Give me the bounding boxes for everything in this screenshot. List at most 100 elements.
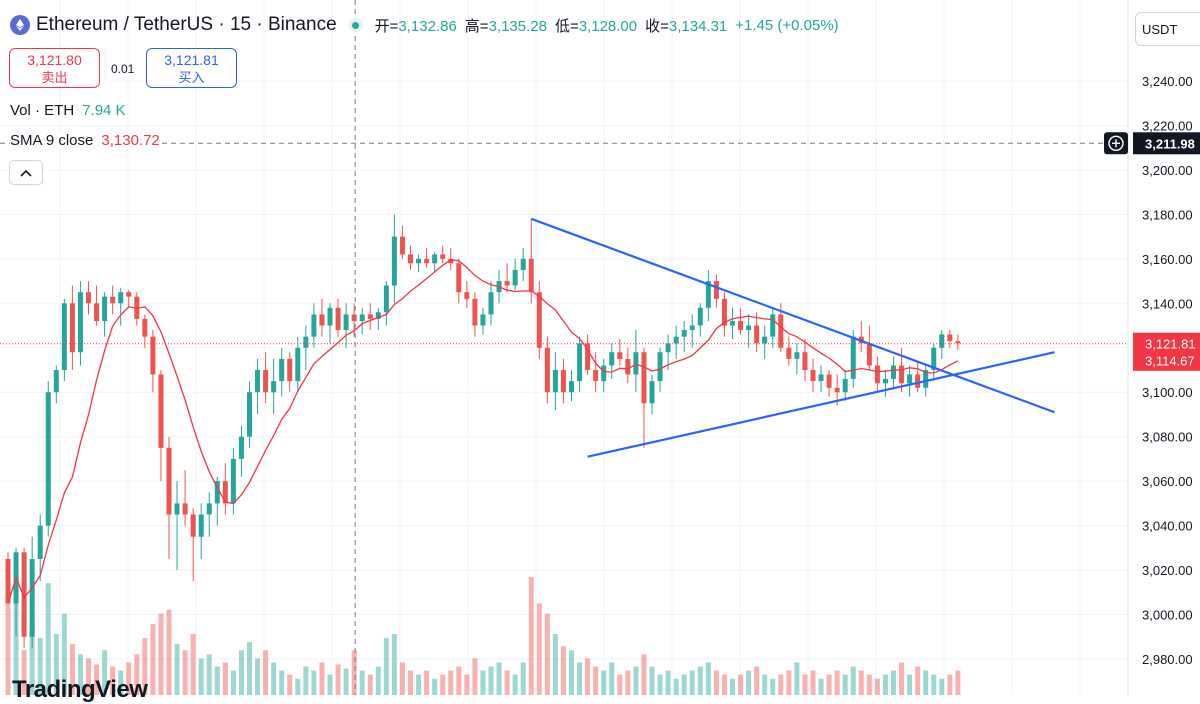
candle-body [408,254,413,264]
candle-body [230,458,236,504]
candle-body [351,314,357,322]
candle-body [29,558,35,637]
sma-price-label: 3,114.67 [1145,354,1195,369]
candle-body [601,365,607,382]
sell-button[interactable]: 3,121.80 卖出 [9,48,100,88]
volume-bar [915,666,921,695]
price-axis[interactable]: 3,240.00 3,220.00 3,200.00 3,180.00 3,160.00… [1104,0,1200,695]
volume-bar [520,662,526,695]
collapse-legend-button[interactable] [9,160,43,185]
candle-body [279,358,285,382]
volume-bar [955,670,961,695]
price-tick-label: 3,220.00 [1142,118,1193,133]
last-price-label: 3,121.81 [1145,337,1196,352]
currency-selector[interactable]: USDT [1135,12,1200,46]
trendlines[interactable] [530,217,1055,458]
price-tick-label: 3,020.00 [1142,563,1193,578]
sma-legend[interactable]: SMA 9 close 3,130.72 [10,132,160,149]
volume-bar [327,674,333,695]
sell-label: 卖出 [41,70,68,85]
candle-body [770,314,776,337]
candle-body [520,258,526,270]
sma-line [7,259,959,604]
symbol-title[interactable]: Ethereum / TetherUS · 15 · Binance [36,14,337,35]
candle-body [399,236,405,255]
volume-bar [923,670,929,695]
ethereum-icon [10,15,30,35]
volume-bar [899,662,905,695]
candle-body [697,307,703,326]
volume-legend[interactable]: Vol · ETH 7.94 K [10,102,126,119]
candle-body [214,481,220,504]
candle-body [705,281,711,308]
candle-body [794,352,800,359]
volume-bar [110,666,116,695]
volume-bar [45,583,51,695]
market-status-icon[interactable] [348,18,363,32]
chevron-up-icon [20,169,32,177]
candle-body [939,334,945,348]
volume-bar [826,674,832,695]
candle-body [150,336,156,375]
volume-bar [432,678,438,695]
candle-body [416,258,422,264]
candle-body [754,325,760,344]
volume-bar [786,670,792,695]
volume-bar [480,670,486,695]
candle-body [657,352,663,382]
candle-body [69,303,75,353]
volume-bar [569,650,574,695]
candle-body [247,392,252,437]
candle-body [778,314,784,348]
plus-circle-ring [1108,135,1124,151]
candle-body [577,343,583,382]
volume-bar [279,670,285,695]
volume-bar [762,674,768,695]
volume-bar [842,674,848,695]
candle-body [528,258,534,293]
volume-bar [601,670,607,695]
volume-bar [947,674,953,695]
ohlc-high: 高=3,135.28 [464,17,547,35]
candle-body [190,514,196,537]
price-tick-label: 3,240.00 [1142,74,1193,89]
volume-bar [810,670,816,695]
volume-bar [343,668,349,695]
candle-body [343,314,349,330]
candle-body [810,370,816,382]
volume-bar [681,674,687,695]
price-tick-label: 3,000.00 [1142,608,1193,623]
candle-body [102,296,108,322]
sma-price-label-bg [1133,350,1200,371]
volume-bar [142,638,148,695]
candle-body [86,292,91,304]
candle-body [560,370,566,393]
volume-bar [552,634,558,695]
volume-bar [665,670,671,695]
price-tick-label: 3,060.00 [1142,474,1193,489]
candle-body [512,269,518,286]
volume-bar [118,670,124,695]
volume-bar [383,638,389,695]
volume-bar [174,644,180,695]
volume-bar [335,664,341,695]
candle-body [649,381,655,404]
volume-bar [134,654,140,695]
candle-body [907,374,913,384]
sell-price: 3,121.80 [27,52,82,68]
buy-button[interactable]: 3,121.81 买入 [146,48,237,88]
volume-bar [697,666,703,695]
candle-body [633,352,639,375]
candle-body [375,312,381,319]
volume-bar [238,650,244,695]
volume-bar [271,662,277,695]
candle-body [673,336,679,344]
candle-body [77,292,83,353]
tradingview-logo: TradingView [12,676,148,703]
volume-bar [311,670,317,695]
volume-bar [198,658,204,695]
volume-bar [528,577,534,695]
candle-body [625,358,631,375]
candle-body [182,503,188,515]
